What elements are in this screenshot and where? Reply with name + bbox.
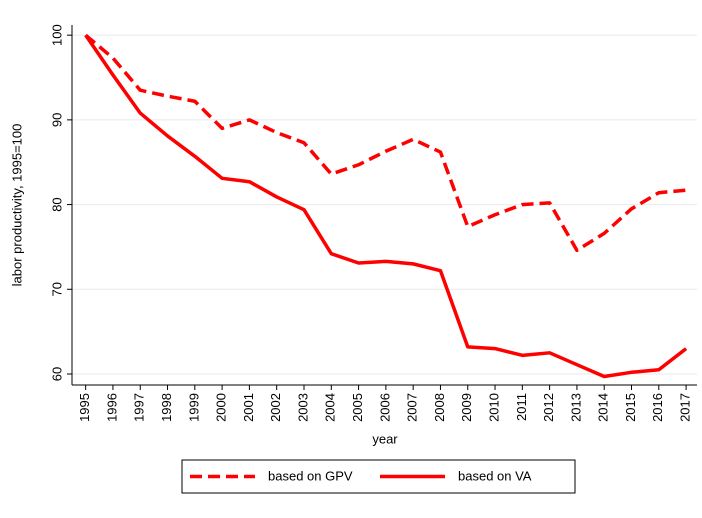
x-tick-label: 2008 — [432, 393, 447, 422]
y-tick-label: 100 — [49, 24, 64, 46]
x-tick-label: 2005 — [350, 393, 365, 422]
x-tick-label: 2016 — [650, 393, 665, 422]
x-tick-label: 2006 — [377, 393, 392, 422]
x-tick-label: 2010 — [486, 393, 501, 422]
x-tick-label: 2001 — [241, 393, 256, 422]
x-tick-label: 1995 — [77, 393, 92, 422]
x-tick-label: 2007 — [405, 393, 420, 422]
legend-label: based on VA — [458, 468, 532, 483]
x-axis-label: year — [372, 431, 398, 446]
y-axis-label: labor productivity, 1995=100 — [9, 124, 24, 287]
y-tick-label: 80 — [49, 197, 64, 211]
x-tick-label: 2004 — [323, 393, 338, 422]
x-tick-label: 1996 — [104, 393, 119, 422]
legend-label: based on GPV — [268, 468, 353, 483]
x-tick-label: 2002 — [268, 393, 283, 422]
x-tick-label: 1999 — [186, 393, 201, 422]
legend-box — [181, 459, 576, 494]
x-tick-label: 2009 — [459, 393, 474, 422]
x-tick-label: 2014 — [596, 393, 611, 422]
y-tick-label: 90 — [49, 113, 64, 127]
x-tick-label: 2003 — [295, 393, 310, 422]
series-line — [84, 33, 687, 253]
x-tick-label: 2000 — [214, 393, 229, 422]
x-tick-label: 2017 — [678, 393, 693, 422]
x-tick-label: 2015 — [623, 393, 638, 422]
x-tick-label: 1998 — [159, 393, 174, 422]
x-tick-label: 2012 — [541, 393, 556, 422]
x-tick-label: 2013 — [568, 393, 583, 422]
x-tick-label: 2011 — [514, 393, 529, 421]
y-tick-label: 70 — [49, 282, 64, 296]
y-tick-label: 60 — [49, 367, 64, 381]
x-tick-label: 1997 — [132, 393, 147, 422]
series-line — [84, 34, 688, 379]
